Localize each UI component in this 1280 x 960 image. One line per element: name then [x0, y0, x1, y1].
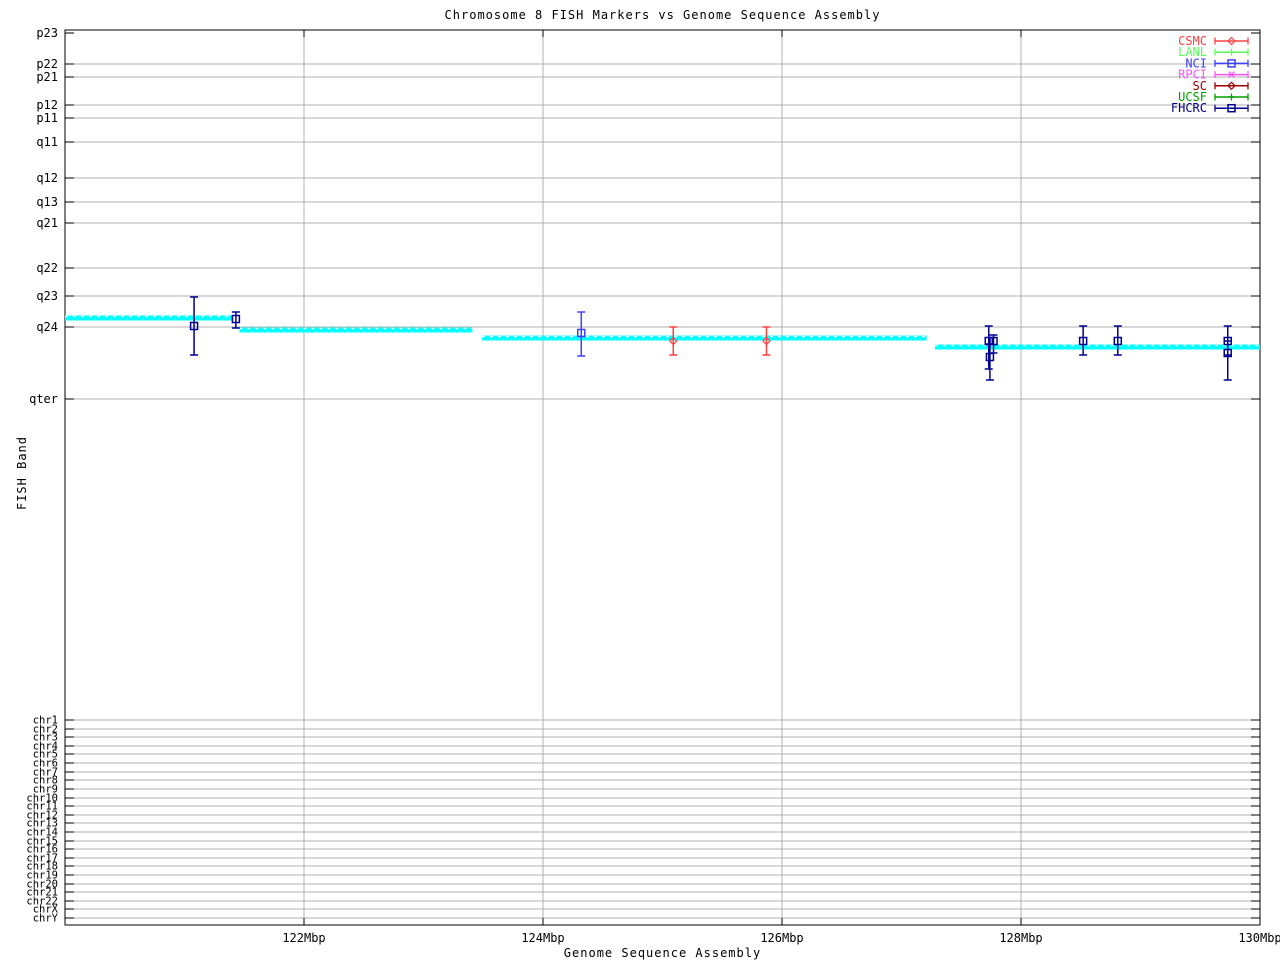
x-axis-title: Genome Sequence Assembly: [563, 946, 762, 960]
data-point-fhcrc-marker: [231, 314, 241, 324]
x-tick-label: 130Mbp: [1238, 931, 1280, 945]
data-point-fhcrc-marker: [1113, 336, 1123, 346]
y-chr-tick-label: chr22: [26, 896, 58, 908]
legend-entry-rpci-label: RPCI: [1178, 68, 1207, 82]
y-band-tick-label: qter: [29, 392, 58, 406]
x-tick-label: 126Mbp: [760, 931, 803, 945]
y-chr-tick-label: chr1: [33, 715, 58, 727]
legend-entry-fhcrc-sample-marker: [1227, 103, 1236, 113]
y-chr-tick-label: chr9: [33, 784, 58, 796]
y-band-tick-label: q22: [36, 261, 58, 275]
legend-entry-nci-sample-marker: [1227, 59, 1236, 68]
y-band-tick-label: q24: [36, 320, 58, 334]
chart-title: Chromosome 8 FISH Markers vs Genome Sequ…: [444, 8, 881, 22]
y-band-tick-label: q13: [36, 195, 58, 209]
y-chr-tick-label: chr8: [33, 775, 58, 787]
y-band-tick-label: q23: [36, 289, 58, 303]
y-chr-tick-label: chr7: [33, 767, 58, 779]
y-band-tick-label: q11: [36, 135, 58, 149]
y-band-tick-label: q12: [36, 171, 58, 185]
legend-entry-rpci-sample-marker: [1228, 71, 1235, 79]
y-band-tick-label: p22: [36, 57, 58, 71]
y-chr-tick-label: chr2: [33, 724, 58, 736]
y-chr-tick-label: chr21: [26, 887, 58, 899]
data-point-fhcrc-marker: [985, 352, 995, 362]
y-chr-tick-label: chr5: [33, 749, 58, 761]
y-chr-tick-label: chr19: [26, 870, 58, 882]
y-chr-tick-label: chrY: [33, 913, 59, 925]
y-band-tick-label: p23: [36, 26, 58, 40]
y-chr-tick-label: chr4: [33, 741, 58, 753]
plot-border: [64, 29, 1261, 926]
y-band-tick-label: p12: [36, 98, 58, 112]
y-band-tick-label: p21: [36, 70, 58, 84]
legend-entry-fhcrc-label: FHCRC: [1171, 101, 1207, 115]
y-chr-tick-label: chrX: [33, 904, 59, 916]
data-point-csmc-marker: [762, 336, 771, 346]
legend-entry-sc-label: SC: [1193, 79, 1207, 93]
y-band-tick-label: p11: [36, 111, 58, 125]
legend-entry-csmc-sample-marker: [1227, 36, 1236, 46]
y-band-tick-label: q21: [36, 216, 58, 230]
data-point-nci-marker: [576, 328, 586, 338]
y-chr-tick-label: chr15: [26, 836, 58, 848]
x-tick-label: 122Mbp: [282, 931, 325, 945]
data-point-fhcrc-marker: [189, 321, 199, 331]
y-chr-tick-label: chr10: [26, 793, 58, 805]
legend-entry-nci-label: NCI: [1185, 56, 1207, 70]
legend-entry-csmc-label: CSMC: [1178, 34, 1207, 48]
y-chr-tick-label: chr11: [26, 801, 58, 813]
x-tick-label: 128Mbp: [999, 931, 1042, 945]
y-chr-tick-label: chr12: [26, 810, 58, 822]
legend-entry-sc-sample-marker: [1227, 81, 1236, 91]
y-chr-tick-label: chr18: [26, 861, 58, 873]
y-chr-tick-label: chr20: [26, 879, 58, 891]
y-chr-tick-label: chr6: [33, 758, 58, 770]
y-chr-tick-label: chr13: [26, 818, 58, 830]
y-chr-tick-label: chr16: [26, 844, 58, 856]
y-chr-tick-label: chr17: [26, 853, 58, 865]
data-point-csmc-marker: [668, 336, 678, 346]
y-chr-tick-label: chr14: [26, 827, 58, 839]
legend-entry-lanl-label: LANL: [1178, 45, 1207, 59]
data-point-fhcrc-marker: [1223, 348, 1232, 358]
x-tick-label: 124Mbp: [521, 931, 564, 945]
data-point-fhcrc-marker: [1078, 336, 1088, 346]
y-chr-tick-label: chr3: [33, 732, 58, 744]
legend-entry-ucsf-label: UCSF: [1178, 90, 1207, 104]
